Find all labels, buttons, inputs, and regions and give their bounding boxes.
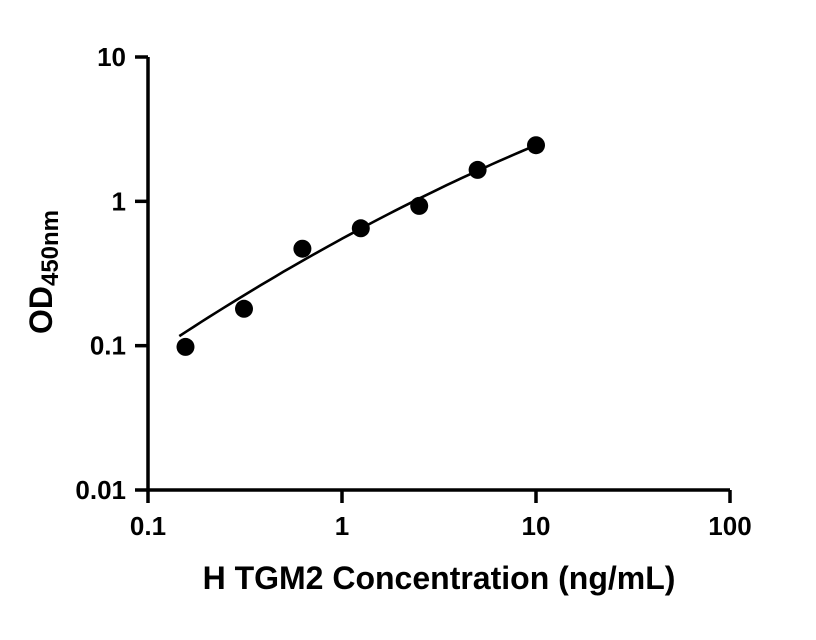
- y-tick-label: 10: [97, 42, 126, 72]
- data-point: [176, 337, 195, 356]
- data-point: [351, 219, 370, 238]
- data-point: [468, 160, 487, 179]
- y-tick-label: 1: [112, 186, 126, 216]
- x-tick-label: 10: [522, 511, 551, 541]
- data-point: [235, 299, 253, 318]
- data-point: [293, 239, 312, 258]
- axes-spine: [146, 57, 730, 492]
- y-axis-title: OD450nm: [23, 210, 65, 334]
- y-axis-title-main: OD: [23, 286, 59, 335]
- x-axis-title: H TGM2 Concentration (ng/mL): [202, 560, 676, 596]
- data-point: [527, 136, 545, 155]
- y-tick-label: 0.01: [75, 475, 126, 505]
- x-tick-label: 0.1: [130, 511, 166, 541]
- y-tick-label: 0.1: [90, 331, 126, 361]
- y-axis-title-subscript: 450nm: [37, 209, 64, 287]
- x-tick-label: 1: [335, 511, 349, 541]
- x-tick-label: 100: [708, 511, 751, 541]
- data-point: [410, 196, 429, 215]
